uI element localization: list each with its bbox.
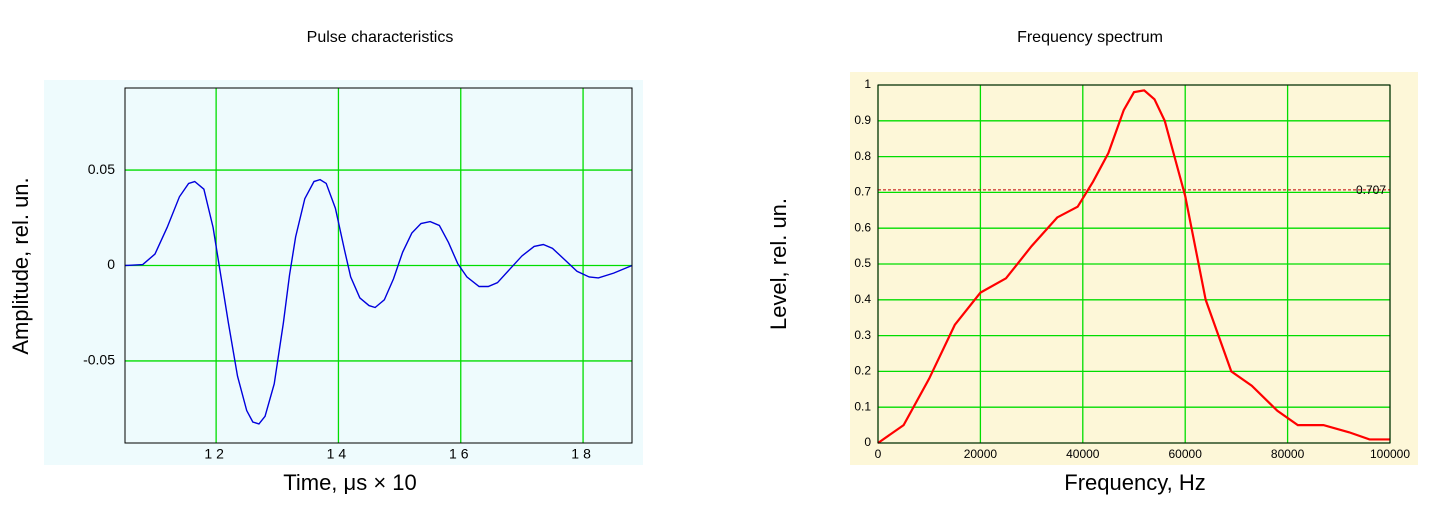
- y-tick-label: 0.2: [854, 364, 871, 378]
- x-tick-label: 40000: [1066, 447, 1100, 461]
- x-tick-label: 0: [875, 447, 882, 461]
- x-tick-label: 16: [449, 446, 473, 462]
- y-tick-label: 0.5: [854, 256, 871, 270]
- y-tick-label: -0.05: [83, 352, 115, 368]
- x-tick-label: 100000: [1370, 447, 1410, 461]
- reference-label: 0.707: [1356, 183, 1386, 197]
- y-tick-label: 1: [864, 77, 871, 91]
- chart-title: Frequency spectrum: [1017, 29, 1163, 46]
- y-tick-label: 0: [864, 435, 871, 449]
- y-axis-label: Level, rel. un.: [766, 198, 791, 330]
- y-tick-label: 0.3: [854, 328, 871, 342]
- y-tick-label: 0.4: [854, 292, 871, 306]
- x-axis-label: Time, μs × 10: [283, 470, 417, 495]
- y-tick-label: 0.7: [854, 185, 871, 199]
- x-axis-label: Frequency, Hz: [1064, 470, 1205, 495]
- y-tick-label: 0.05: [88, 161, 115, 177]
- x-tick-label: 60000: [1169, 447, 1203, 461]
- plot-frame: [124, 87, 633, 444]
- data-line: [877, 89, 1390, 444]
- y-tick-label: 0.8: [854, 149, 871, 163]
- y-tick-label: 0.9: [854, 113, 871, 127]
- x-tick-label: 12: [204, 446, 228, 462]
- y-tick-label: 0: [107, 256, 115, 272]
- plot-frame: [877, 84, 1391, 444]
- x-tick-label: 20000: [964, 447, 998, 461]
- data-line: [124, 178, 633, 425]
- y-tick-label: 0.6: [854, 220, 871, 234]
- chart-title: Pulse characteristics: [307, 29, 454, 46]
- x-tick-label: 18: [571, 446, 595, 462]
- y-axis-label: Amplitude, rel. un.: [8, 177, 33, 354]
- x-tick-label: 14: [327, 446, 351, 462]
- y-tick-label: 0.1: [854, 399, 871, 413]
- x-tick-label: 80000: [1271, 447, 1305, 461]
